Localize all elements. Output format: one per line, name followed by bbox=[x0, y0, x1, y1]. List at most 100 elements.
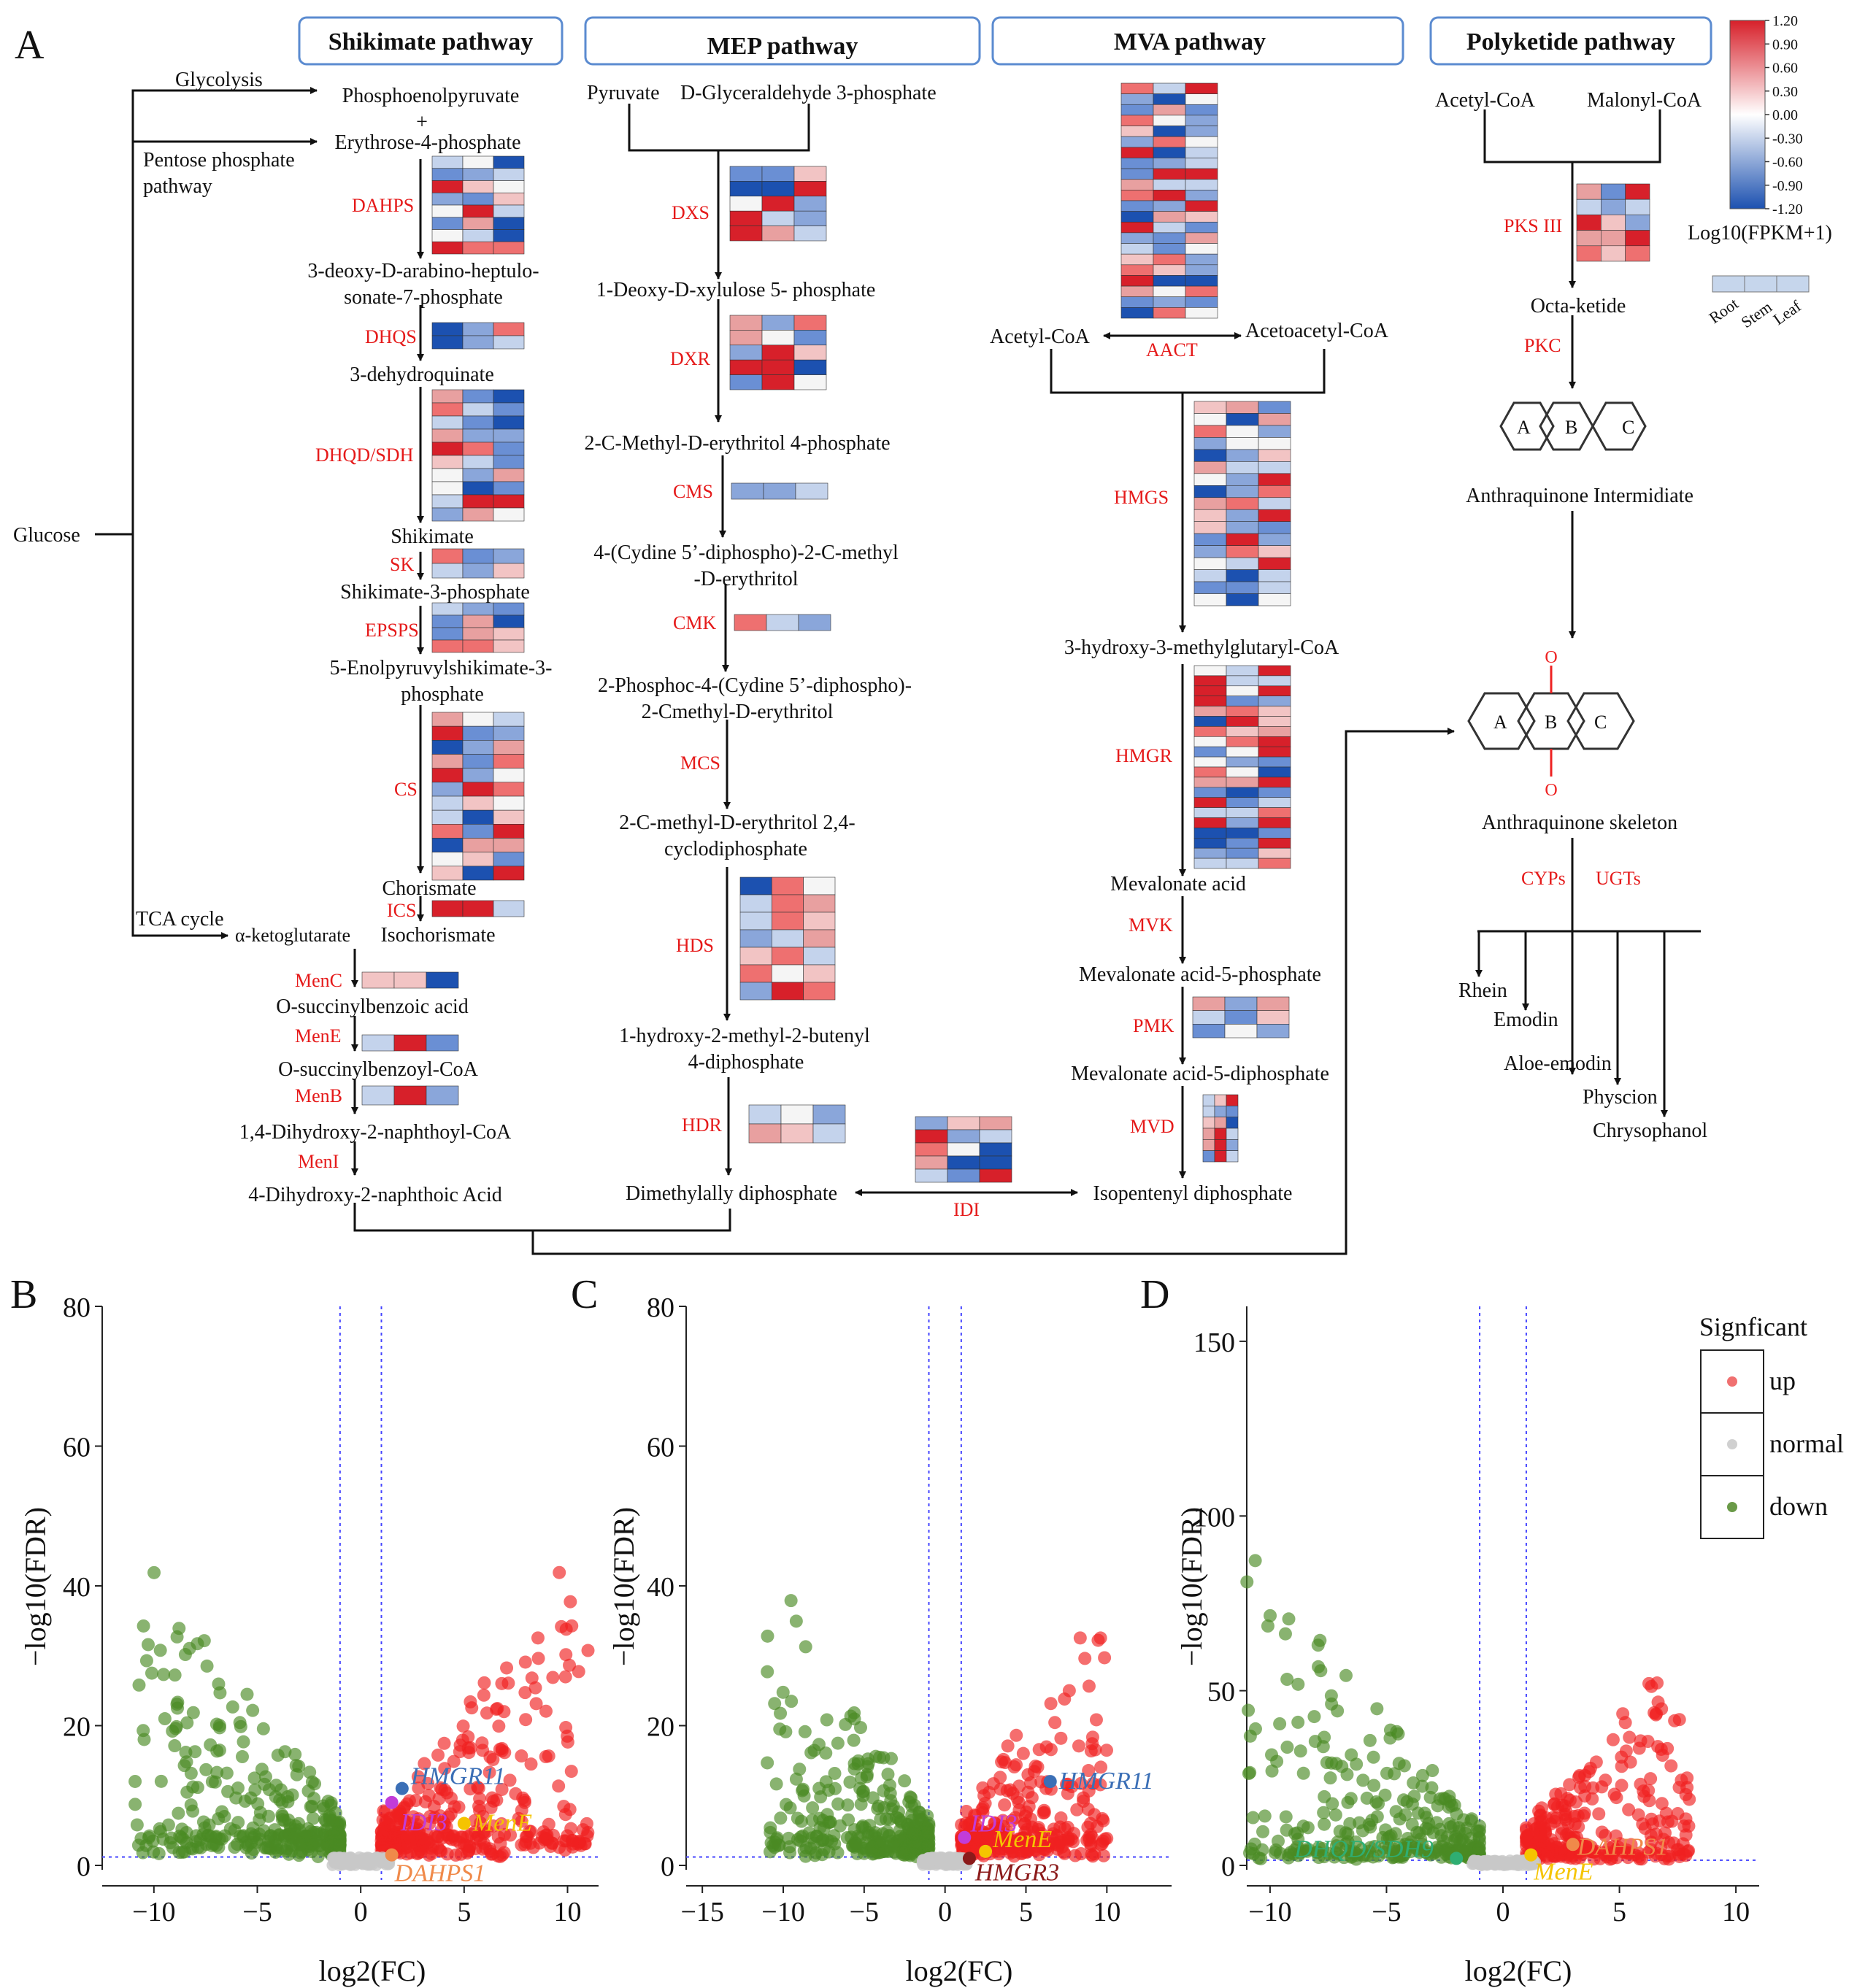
d-point bbox=[1387, 1850, 1401, 1864]
b-point bbox=[246, 1703, 260, 1717]
hm-hmgs bbox=[1193, 401, 1291, 606]
d-gene-label: MenE bbox=[1533, 1859, 1593, 1886]
b-point bbox=[234, 1719, 247, 1733]
c-point bbox=[789, 1614, 803, 1628]
heatmap-cell bbox=[1185, 296, 1218, 308]
heatmap-cell bbox=[1226, 746, 1259, 758]
int-ring-c: C bbox=[1622, 417, 1634, 438]
heatmap-cell bbox=[1226, 706, 1259, 717]
b-point bbox=[449, 1848, 463, 1862]
d-point bbox=[1280, 1741, 1294, 1754]
hm-aact bbox=[1120, 82, 1218, 319]
heatmap-cell bbox=[1120, 243, 1154, 255]
heatmap-cell bbox=[1185, 115, 1218, 126]
enzyme-idi: IDI bbox=[953, 1199, 980, 1220]
heatmap-cell bbox=[1258, 685, 1291, 696]
b-point bbox=[132, 1678, 146, 1692]
b-gene-point bbox=[385, 1795, 399, 1809]
heatmap-cell bbox=[1120, 93, 1154, 105]
ipp-label: Isopentenyl diphosphate bbox=[1093, 1182, 1293, 1205]
heatmap-cell bbox=[493, 168, 525, 181]
c-point bbox=[812, 1738, 826, 1752]
b-point bbox=[564, 1765, 578, 1779]
b-gene-label: MenE bbox=[472, 1810, 532, 1837]
heatmap-cell bbox=[1193, 545, 1227, 558]
d-point bbox=[1609, 1829, 1623, 1843]
heatmap-cell bbox=[1226, 858, 1259, 869]
heatmap-cell bbox=[748, 1104, 782, 1125]
b-point bbox=[201, 1829, 215, 1843]
heatmap-cell bbox=[812, 1123, 846, 1144]
product-aloe-emodin: Aloe-emodin bbox=[1504, 1052, 1612, 1075]
b-point bbox=[139, 1654, 153, 1668]
c-point bbox=[879, 1812, 893, 1826]
enzyme-dxr: DXR bbox=[670, 348, 711, 369]
c-point bbox=[1096, 1811, 1110, 1825]
d-point bbox=[1344, 1792, 1358, 1806]
c-point bbox=[822, 1845, 836, 1859]
heatmap-cell bbox=[793, 226, 827, 242]
isochorismate-label: Isochorismate bbox=[380, 924, 495, 947]
heatmap-cell bbox=[1193, 685, 1227, 696]
c-ytick-label: 40 bbox=[647, 1572, 674, 1603]
heatmap-cell bbox=[729, 226, 763, 242]
d-point bbox=[1293, 1744, 1307, 1758]
heatmap-cell bbox=[1258, 461, 1291, 474]
c-point bbox=[1073, 1631, 1087, 1645]
heatmap-cell bbox=[1192, 1010, 1226, 1025]
b-point bbox=[282, 1813, 296, 1827]
b-point bbox=[447, 1754, 461, 1768]
heatmap-cell bbox=[1256, 1024, 1290, 1039]
d-point bbox=[1551, 1846, 1565, 1860]
b-point bbox=[180, 1755, 193, 1769]
hm-sk bbox=[431, 548, 525, 579]
c-point bbox=[1083, 1833, 1096, 1847]
b-point bbox=[213, 1686, 227, 1700]
heatmap-cell bbox=[1226, 696, 1259, 706]
pyruvate-label: Pyruvate bbox=[587, 82, 660, 104]
c-point bbox=[1005, 1814, 1019, 1827]
heatmap-cell bbox=[1224, 996, 1258, 1011]
heatmap-cell bbox=[1601, 199, 1626, 215]
c-gene-label: MenE bbox=[992, 1826, 1052, 1853]
b-point bbox=[316, 1799, 330, 1813]
heatmap-cell bbox=[1185, 126, 1218, 137]
b-point bbox=[180, 1716, 194, 1730]
d-point bbox=[1293, 1846, 1307, 1860]
b-point bbox=[212, 1841, 226, 1854]
heatmap-cell bbox=[1185, 190, 1218, 201]
skel-ring-a-label: A bbox=[1493, 712, 1507, 733]
shikimate-pathway bbox=[95, 87, 1455, 1255]
heatmap-cell bbox=[1193, 557, 1227, 570]
d-point bbox=[1256, 1825, 1269, 1838]
osb-label: O-succinylbenzoic acid bbox=[276, 995, 469, 1018]
heatmap-cell bbox=[1214, 1094, 1227, 1106]
polyketide-header-box bbox=[1429, 16, 1712, 66]
d-point bbox=[1397, 1759, 1411, 1773]
heatmap-cell bbox=[1226, 533, 1259, 546]
heatmap-cell bbox=[1226, 736, 1259, 747]
d-point bbox=[1615, 1760, 1629, 1773]
heatmap-cell bbox=[739, 982, 772, 1001]
heatmap-cell bbox=[1226, 581, 1259, 594]
heatmap-cell bbox=[431, 415, 464, 430]
b-ytick-label: 20 bbox=[63, 1712, 91, 1743]
c-point bbox=[1035, 1838, 1049, 1852]
c-xtick-label: 10 bbox=[1093, 1897, 1120, 1927]
b-point bbox=[383, 1812, 397, 1826]
heatmap-cell bbox=[1226, 401, 1259, 414]
hm-mene bbox=[361, 1034, 459, 1052]
c-point bbox=[827, 1829, 841, 1843]
heatmap-cell bbox=[1256, 1010, 1290, 1025]
heatmap-cell bbox=[1185, 168, 1218, 180]
dhnacoa-label: 1,4-Dihydroxy-2-naphthoyl-CoA bbox=[239, 1121, 512, 1144]
heatmap-cell bbox=[1202, 1094, 1215, 1106]
c-point bbox=[1027, 1765, 1041, 1779]
c-point bbox=[856, 1789, 870, 1803]
b-point bbox=[412, 1781, 426, 1795]
octaketide-label: Octa-ketide bbox=[1531, 295, 1626, 317]
c-xtick-label: −5 bbox=[850, 1897, 879, 1927]
b-point bbox=[235, 1750, 249, 1764]
enzyme-aact: AACT bbox=[1146, 339, 1198, 361]
heatmap-cell bbox=[793, 330, 827, 346]
